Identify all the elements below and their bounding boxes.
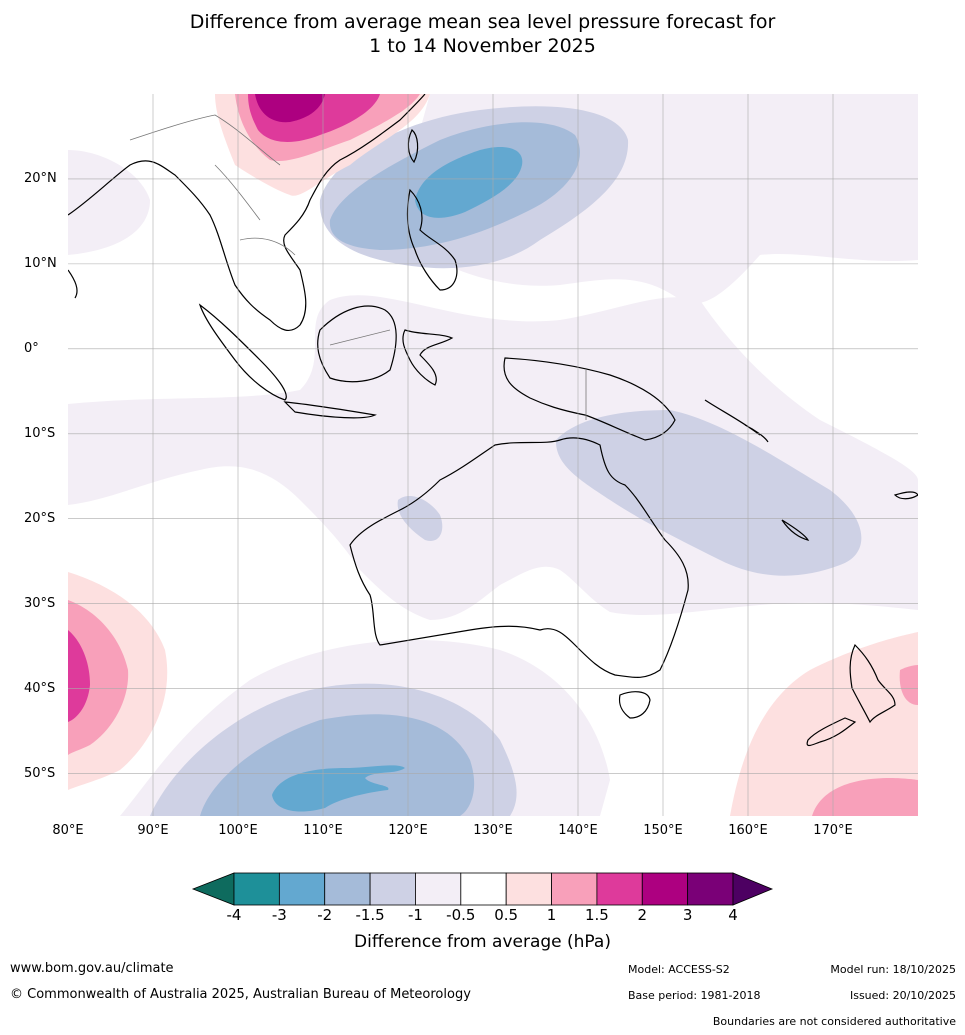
colorbar-tick-label: 2 [637, 906, 648, 924]
latitude-label: 40°S [24, 680, 56, 696]
latitude-label: 20°N [24, 170, 57, 186]
colorbar-swatch [233, 872, 280, 906]
anomaly-region-neg-2 [415, 146, 523, 218]
taiwan-coastline [407, 129, 419, 164]
colorbar-tick-label: 1 [546, 906, 557, 924]
colorbar-tick-label: -3 [271, 906, 287, 924]
longitude-label: 100°E [218, 823, 258, 838]
longitude-label: 150°E [643, 823, 683, 838]
colorbar-tick-label: -1.5 [355, 906, 385, 924]
colorbar-label: Difference from average (hPa) [354, 932, 611, 952]
colorbar-swatch [369, 872, 416, 906]
colorbar-tick-label: -2 [317, 906, 333, 924]
website-link[interactable]: www.bom.gov.au/climate [10, 961, 174, 976]
colorbar-swatch [551, 872, 598, 906]
base-period: Base period: 1981-2018 [628, 989, 761, 1002]
colorbar-tick-label: -1 [407, 906, 423, 924]
colorbar-extend-high [732, 872, 774, 906]
india-coastline [68, 269, 78, 299]
new-zealand-north-coastline [849, 643, 896, 724]
latitude-label: 20°S [24, 510, 56, 526]
java-coastline [283, 401, 377, 419]
colorbar-swatch [324, 872, 371, 906]
sulawesi-coastline [402, 329, 454, 386]
colorbar-swatch [505, 872, 552, 906]
model-run-date: Model run: 18/10/2025 [830, 963, 956, 976]
latitude-label: 10°S [24, 425, 56, 441]
colorbar-tick-label: 0.5 [494, 906, 519, 924]
latitude-label: 50°S [24, 765, 56, 781]
fiji-coastline [893, 491, 918, 500]
latitude-label: 30°S [24, 595, 56, 611]
gridlines [68, 94, 918, 816]
longitude-label: 170°E [813, 823, 853, 838]
new-guinea-coastline [503, 357, 676, 441]
colorbar-tick-label: 3 [682, 906, 693, 924]
title-line-1: Difference from average mean sea level p… [189, 11, 776, 33]
colorbar-swatch [415, 872, 462, 906]
longitude-label: 130°E [473, 823, 513, 838]
philippines-coastline [406, 188, 458, 291]
anomaly-region-neg-2-south [272, 765, 405, 812]
longitude-label: 160°E [728, 823, 768, 838]
boundary-disclaimer: Boundaries are not considered authoritat… [712, 1015, 956, 1028]
colorbar-tick-label: 4 [728, 906, 738, 924]
colorbar-tick-label: 1.5 [584, 906, 609, 924]
new-zealand-south-coastline [806, 717, 857, 747]
longitude-label: 110°E [303, 823, 343, 838]
copyright-text: © Commonwealth of Australia 2025, Austra… [10, 987, 471, 1002]
colorbar-swatch [460, 872, 507, 906]
colorbar-swatch [278, 872, 326, 906]
longitude-label: 140°E [558, 823, 598, 838]
anomaly-region-pos-1-east-north [899, 665, 918, 705]
asia-coastline [68, 94, 426, 332]
anomaly-region-pos-1-5-west [68, 630, 90, 722]
colorbar-swatch [687, 872, 734, 906]
colorbar-swatch [596, 872, 643, 906]
colorbar [191, 872, 774, 906]
latitude-label: 10°N [24, 255, 57, 271]
issued-date: Issued: 20/10/2025 [849, 989, 956, 1002]
country-borders [129, 114, 587, 420]
longitude-label: 90°E [137, 823, 169, 838]
new-caledonia-coastline [781, 519, 810, 541]
longitude-label: 120°E [388, 823, 428, 838]
colorbar-tick-label: -4 [226, 906, 242, 924]
model-name: Model: ACCESS-S2 [628, 963, 730, 976]
colorbar-swatch [641, 872, 689, 906]
border-borneo [329, 329, 391, 346]
anomaly-region-faint-negative-west [68, 150, 150, 255]
colorbar-tick-label: -0.5 [446, 906, 476, 924]
tasmania-coastline [618, 691, 651, 719]
chart-title: Difference from average mean sea level p… [0, 10, 965, 58]
anomaly-region-neg-1-5-south [200, 714, 475, 816]
anomaly-region-pos-2-north [255, 94, 325, 123]
border-mainland-asia [129, 114, 296, 256]
longitude-label: 80°E [52, 823, 84, 838]
anomaly-region-pos-1-east-south [812, 778, 918, 816]
title-line-2: 1 to 14 November 2025 [369, 35, 596, 57]
anomaly-region-pos-1-west [68, 600, 129, 755]
anomaly-region-neg-1-coral [555, 410, 862, 576]
colorbar-extend-low [191, 872, 235, 906]
australia-coastline [349, 437, 689, 678]
anomaly-region-pos-0-5-east [730, 632, 918, 816]
latitude-label: 0° [24, 340, 39, 356]
